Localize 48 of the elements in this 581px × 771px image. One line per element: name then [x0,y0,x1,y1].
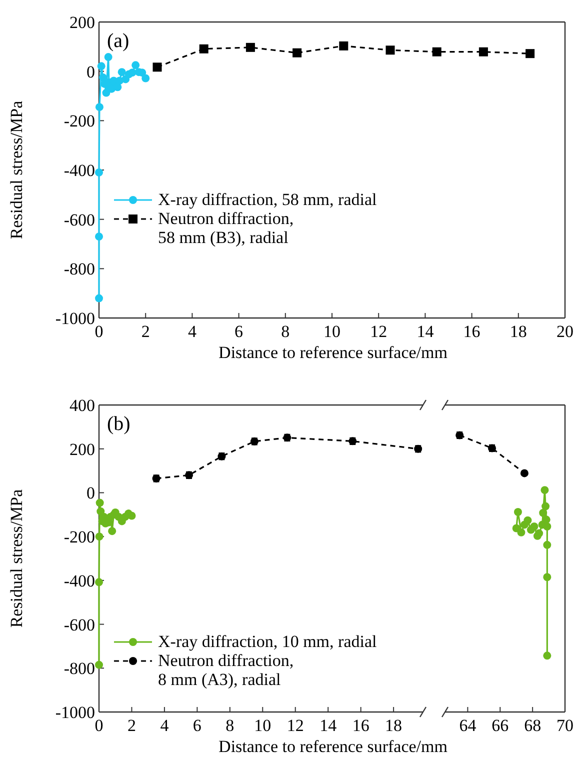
y-tick-label: -200 [64,528,95,547]
y-axis-title: Residual stress/MPa [7,488,26,628]
x-axis-title: Distance to reference surface/mm [218,737,448,756]
x-tick-label: 8 [226,716,234,735]
y-axis-title: Residual stress/MPa [7,100,26,240]
x-tick-label: 12 [370,322,388,341]
x-tick-label: 2 [141,322,150,341]
x-axis-title: Distance to reference surface/mm [218,343,448,362]
y-tick-label: 400 [70,396,95,415]
y-tick-label: 0 [86,62,95,82]
x-tick-label: 10 [254,716,272,735]
y-tick-label: 200 [70,440,95,459]
x-tick-label: 8 [281,322,290,341]
x-tick-label: 18 [385,716,402,735]
x-tick-label: 10 [324,322,340,341]
chart-title: (a) [107,30,130,52]
y-tick-label: -400 [64,571,95,590]
y-tick-label: 200 [70,13,95,32]
y-tick-label: -600 [64,615,95,634]
y-tick-label: -600 [64,210,95,230]
x-tick-label: 20 [556,322,574,341]
x-tick-label: 6 [234,322,244,341]
x-tick-label: 4 [160,716,170,735]
legend-label: X-ray diffraction, 10 mm, radial [158,632,377,651]
chart-title: (b) [107,413,130,435]
x-tick-label: 68 [524,716,542,735]
x-tick-label: 18 [510,322,527,341]
y-tick-label: -1000 [55,309,95,328]
legend-label: Neutron diffraction, 58 mm (B3), radial [158,209,294,247]
x-tick-label: 64 [459,716,477,735]
y-tick-label: -1000 [55,703,95,722]
x-tick-label: 14 [416,322,434,341]
x-tick-label: 66 [492,716,509,735]
x-tick-label: 14 [320,716,338,735]
x-tick-label: 70 [556,716,574,735]
legend-label: Neutron diffraction, 8 mm (A3), radial [158,651,294,689]
x-tick-label: 6 [192,716,202,735]
x-tick-label: 12 [286,716,304,735]
legend-label: X-ray diffraction, 58 mm, radial [158,190,377,209]
y-tick-label: -800 [64,260,95,279]
y-tick-label: 0 [86,484,95,503]
x-tick-label: 2 [127,716,136,735]
y-tick-label: -400 [64,161,95,180]
x-tick-label: 4 [188,322,197,341]
y-tick-label: -800 [64,659,95,678]
x-tick-label: 16 [352,716,370,735]
x-tick-label: 16 [463,322,480,341]
y-tick-label: -200 [64,112,95,131]
